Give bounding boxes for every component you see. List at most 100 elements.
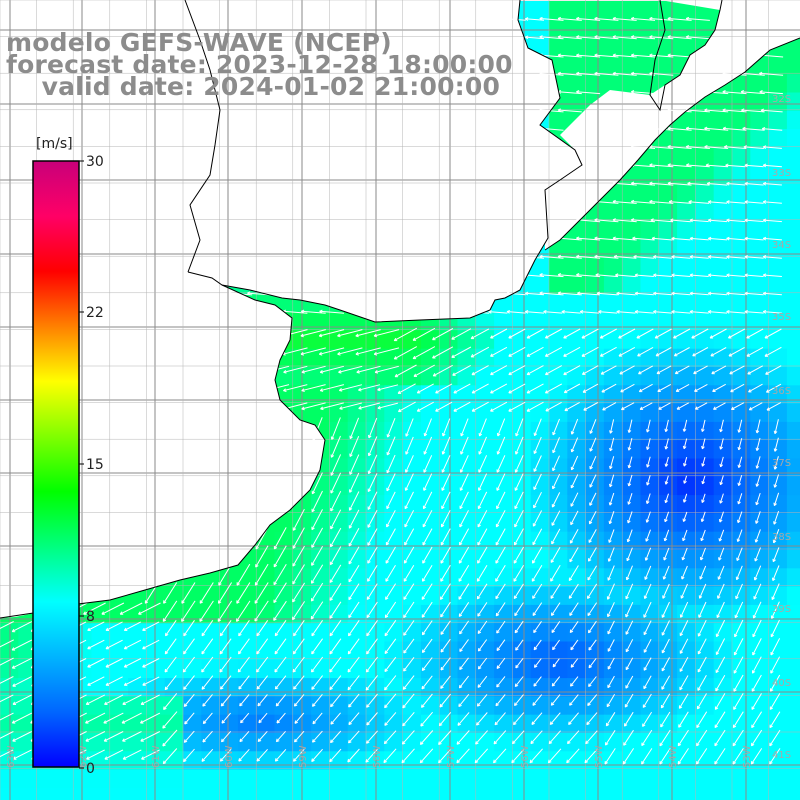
- speed-cell: [622, 184, 642, 203]
- speed-cell: [585, 220, 605, 240]
- speed-cell: [603, 74, 623, 94]
- speed-cell: [603, 293, 623, 313]
- speed-cell: [622, 37, 642, 57]
- speed-cell: [585, 238, 605, 258]
- speed-cell: [750, 74, 770, 94]
- speed-cell: [786, 129, 800, 148]
- speed-cell: [658, 220, 678, 240]
- speed-cell: [622, 202, 642, 222]
- speed-cell: [640, 275, 660, 295]
- speed-cell: [585, 275, 605, 295]
- speed-cell: [658, 55, 678, 75]
- speed-cell: [530, 293, 550, 313]
- speed-cell: [640, 184, 660, 203]
- speed-cell: [567, 257, 587, 277]
- speed-cell: [768, 184, 788, 203]
- colorbar-tick-label: 15: [86, 457, 104, 473]
- speed-cell: [713, 110, 733, 130]
- speed-cell: [549, 257, 568, 277]
- speed-cell: [786, 92, 800, 112]
- speed-cell: [530, 1, 550, 20]
- speed-cell: [768, 275, 788, 295]
- speed-cell: [567, 74, 587, 94]
- speed-cell: [695, 147, 715, 167]
- speed-cell: [750, 220, 770, 240]
- speed-cell: [549, 275, 568, 295]
- speed-cell: [658, 238, 678, 258]
- speed-cell: [768, 129, 788, 148]
- speed-cell: [695, 110, 715, 130]
- speed-cell: [786, 202, 800, 222]
- speed-cell: [549, 293, 568, 313]
- speed-cell: [640, 1, 660, 20]
- title-valid-date: valid date: 2024-01-02 21:00:00: [6, 72, 501, 101]
- speed-cell: [713, 129, 733, 148]
- speed-cell: [585, 55, 605, 75]
- speed-cell: [549, 1, 568, 20]
- speed-cell: [567, 275, 587, 295]
- speed-cell: [530, 275, 550, 295]
- speed-cell: [567, 19, 587, 39]
- speed-cell: [567, 1, 587, 20]
- speed-cell: [658, 129, 678, 148]
- speed-cell: [658, 202, 678, 222]
- speed-cell: [585, 74, 605, 94]
- speed-cell: [603, 275, 623, 295]
- speed-cell: [786, 275, 800, 295]
- speed-cell: [786, 55, 800, 75]
- speed-cell: [750, 110, 770, 130]
- speed-cell: [750, 129, 770, 148]
- speed-cell: [677, 275, 696, 295]
- colorbar-tick-label: 22: [86, 305, 104, 321]
- speed-cell: [750, 184, 770, 203]
- speed-cell: [549, 19, 568, 39]
- speed-cell: [622, 1, 642, 20]
- speed-cell: [640, 19, 660, 39]
- speed-cell: [603, 202, 623, 222]
- speed-cell: [622, 293, 642, 313]
- speed-cell: [622, 238, 642, 258]
- speed-cell: [658, 37, 678, 57]
- speed-cell: [786, 293, 800, 313]
- speed-cell: [567, 55, 587, 75]
- speed-cell: [786, 110, 800, 130]
- speed-cell: [640, 238, 660, 258]
- speed-cell: [695, 19, 715, 39]
- speed-cell: [530, 257, 550, 277]
- speed-cell: [786, 220, 800, 240]
- speed-cell: [695, 220, 715, 240]
- speed-cell: [677, 257, 696, 277]
- speed-cell: [768, 220, 788, 240]
- speed-cell: [695, 257, 715, 277]
- speed-cell: [768, 147, 788, 167]
- speed-cell: [713, 92, 733, 112]
- speed-cell: [768, 55, 788, 75]
- speed-cell: [695, 293, 715, 313]
- speed-cell: [567, 238, 587, 258]
- speed-cell: [585, 257, 605, 277]
- speed-cell: [622, 74, 642, 94]
- speed-cell: [567, 293, 587, 313]
- speed-cell: [658, 184, 678, 203]
- speed-cell: [603, 238, 623, 258]
- speed-cell: [750, 238, 770, 258]
- speed-cell: [640, 293, 660, 313]
- speed-cell: [786, 74, 800, 94]
- speed-cell: [622, 55, 642, 75]
- colorbar-ticks: 30 22 15 8 0: [79, 154, 104, 777]
- speed-cell: [677, 1, 696, 20]
- speed-cell: [768, 293, 788, 313]
- speed-cell: [677, 147, 696, 167]
- speed-cell: [512, 293, 532, 313]
- speed-cell: [658, 1, 678, 20]
- speed-cell: [786, 257, 800, 277]
- speed-cell: [622, 257, 642, 277]
- speed-cell: [713, 293, 733, 313]
- speed-cell: [713, 202, 733, 222]
- speed-cell: [768, 238, 788, 258]
- speed-cell: [750, 275, 770, 295]
- speed-cell: [750, 257, 770, 277]
- speed-cell: [713, 238, 733, 258]
- speed-cell: [640, 220, 660, 240]
